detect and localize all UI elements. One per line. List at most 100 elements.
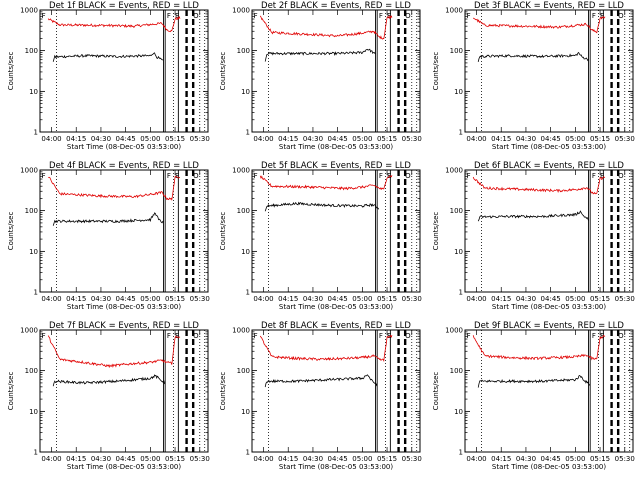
- events-series-line: [265, 49, 375, 61]
- x-tick-label: 05:00: [352, 135, 372, 143]
- y-axis-label: Counts/sec: [7, 212, 15, 251]
- y-tick-label: 1000: [232, 167, 250, 175]
- marker-flag: F: [379, 332, 383, 340]
- y-tick-label: 1: [459, 289, 463, 297]
- x-axis-label: Start Time (08-Dec-05 03:53:00): [492, 303, 606, 311]
- lld-series-line: [473, 177, 605, 194]
- x-tick-label: 05:30: [402, 455, 422, 463]
- lld-series-line: [260, 175, 392, 189]
- x-tick-label: 04:30: [91, 455, 111, 463]
- x-tick-label: 04:45: [328, 295, 348, 303]
- marker-flag: F: [592, 332, 596, 340]
- y-tick-label: 1: [34, 289, 38, 297]
- x-tick-label: 04:45: [541, 455, 561, 463]
- x-tick-label: 04:30: [516, 135, 536, 143]
- y-tick-label: 1000: [20, 327, 38, 335]
- events-series-line: [478, 53, 588, 62]
- marker-flag: O: [193, 12, 199, 20]
- y-tick-label: 100: [237, 47, 250, 55]
- events-series-line: [53, 213, 163, 226]
- y-tick-label: 100: [25, 47, 38, 55]
- x-tick-label: 04:15: [491, 295, 511, 303]
- y-tick-label: 1000: [445, 167, 463, 175]
- x-axis-label: Start Time (08-Dec-05 03:53:00): [492, 463, 606, 471]
- x-tick-label: 04:30: [303, 455, 323, 463]
- y-tick-label: 10: [241, 88, 250, 96]
- x-tick-label: 05:30: [402, 135, 422, 143]
- y-tick-label: 1: [246, 289, 250, 297]
- y-tick-label: 100: [25, 207, 38, 215]
- y-axis-label: Counts/sec: [432, 372, 440, 411]
- marker-flag: F: [592, 12, 596, 20]
- x-tick-label: 05:00: [565, 295, 585, 303]
- x-tick-label: 05:15: [377, 455, 397, 463]
- y-axis-label: Counts/sec: [219, 372, 227, 411]
- y-tick-label: 100: [450, 47, 463, 55]
- x-tick-label: 04:45: [328, 455, 348, 463]
- y-tick-label: 1: [459, 449, 463, 457]
- y-tick-label: 10: [241, 248, 250, 256]
- marker-flag: E: [387, 172, 391, 180]
- x-tick-label: 04:45: [541, 295, 561, 303]
- x-axis-label: Start Time (08-Dec-05 03:53:00): [279, 143, 393, 151]
- marker-flag: F: [42, 332, 46, 340]
- x-tick-label: 05:30: [190, 135, 210, 143]
- marker-flag: F: [379, 12, 383, 20]
- x-tick-label: 05:00: [140, 295, 160, 303]
- marker-flag: F: [254, 172, 258, 180]
- marker-flag: O: [193, 332, 199, 340]
- marker-flag: F: [254, 12, 258, 20]
- x-tick-label: 05:15: [165, 135, 185, 143]
- y-tick-label: 10: [241, 408, 250, 416]
- x-tick-label: 05:30: [615, 455, 635, 463]
- x-tick-label: 04:00: [466, 455, 486, 463]
- y-tick-label: 1000: [445, 7, 463, 15]
- x-axis-label: Start Time (08-Dec-05 03:53:00): [492, 143, 606, 151]
- lld-series-line: [48, 336, 180, 367]
- x-tick-label: 04:30: [303, 295, 323, 303]
- marker-flag: F: [467, 12, 471, 20]
- x-tick-label: 04:00: [253, 455, 273, 463]
- panel-9: Det 9f BLACK = Events, RED = LLD 1 10 100 10…: [432, 321, 635, 471]
- y-tick-label: 1000: [445, 327, 463, 335]
- y-tick-label: 100: [450, 207, 463, 215]
- x-tick-label: 04:15: [278, 295, 298, 303]
- events-series-line: [265, 375, 377, 387]
- lld-series-line: [473, 17, 605, 33]
- marker-flag: O: [405, 172, 411, 180]
- plot-frame: [40, 170, 208, 292]
- marker-flag: F: [467, 332, 471, 340]
- x-axis-label: Start Time (08-Dec-05 03:53:00): [67, 143, 181, 151]
- y-axis-label: Counts/sec: [219, 52, 227, 91]
- x-tick-label: 04:00: [253, 295, 273, 303]
- x-tick-label: 04:15: [66, 135, 86, 143]
- y-axis-label: Counts/sec: [7, 52, 15, 91]
- x-tick-label: 04:00: [253, 135, 273, 143]
- x-tick-label: 04:45: [116, 295, 136, 303]
- y-tick-label: 10: [454, 248, 463, 256]
- events-series-line: [53, 375, 165, 386]
- x-tick-label: 04:30: [91, 135, 111, 143]
- lld-series-line: [260, 16, 392, 39]
- x-tick-label: 04:45: [116, 135, 136, 143]
- x-tick-label: 04:00: [41, 295, 61, 303]
- y-tick-label: 10: [29, 88, 38, 96]
- x-tick-label: 04:00: [466, 295, 486, 303]
- marker-flag: E: [600, 12, 604, 20]
- x-tick-label: 04:45: [328, 135, 348, 143]
- x-tick-label: 04:45: [116, 455, 136, 463]
- marker-flag: F: [167, 12, 171, 20]
- x-tick-label: 04:45: [541, 135, 561, 143]
- marker-flag: O: [618, 12, 624, 20]
- marker-flag: F: [467, 172, 471, 180]
- plot-frame: [252, 170, 420, 292]
- x-tick-label: 04:30: [303, 135, 323, 143]
- x-tick-label: 05:15: [165, 295, 185, 303]
- marker-flag: F: [167, 172, 171, 180]
- y-tick-label: 1000: [20, 167, 38, 175]
- x-tick-label: 05:15: [590, 455, 610, 463]
- panel-5: Det 5f BLACK = Events, RED = LLD 1 10 100 10…: [219, 161, 422, 311]
- lld-series-line: [260, 335, 392, 361]
- y-tick-label: 10: [454, 88, 463, 96]
- events-series-line: [478, 376, 590, 388]
